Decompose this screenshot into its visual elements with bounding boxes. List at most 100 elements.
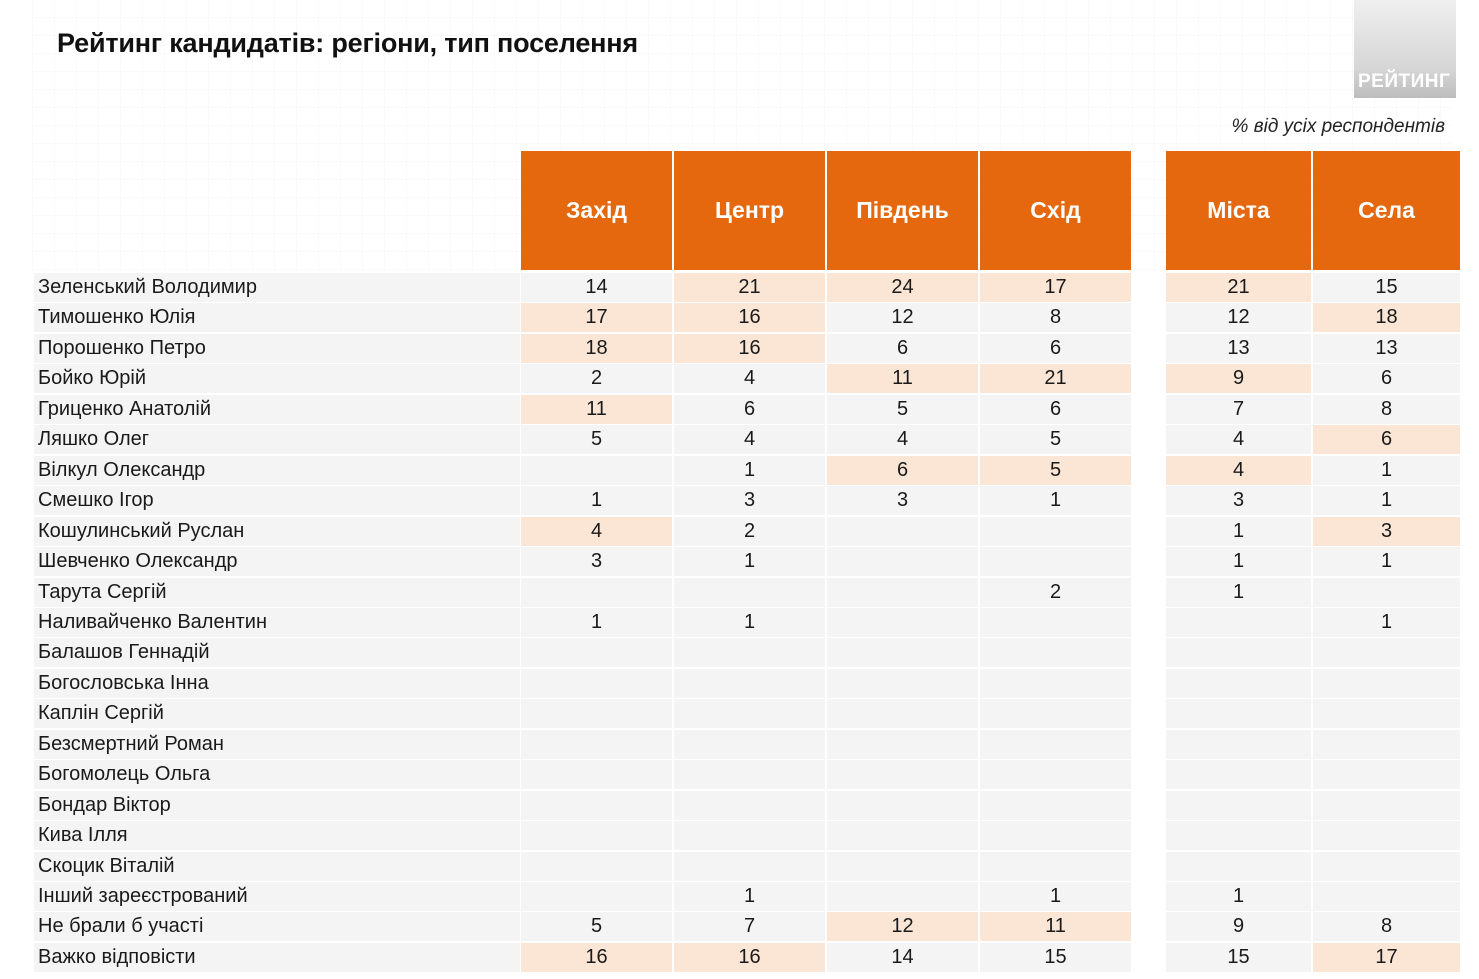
value-cell [827,851,978,881]
value-cell [980,608,1131,637]
value-cell [980,668,1131,698]
value-cell: 1 [1313,547,1460,576]
value-cell: 6 [980,333,1131,363]
value-cell: 5 [980,455,1131,485]
value-cell [1313,851,1460,881]
value-cell: 4 [827,425,978,455]
table-row: Гриценко Анатолій 11 6 5 6 7 8 [34,394,1460,424]
candidate-name: Порошенко Петро [34,333,520,363]
value-cell: 4 [521,516,672,546]
value-cell: 21 [980,364,1131,394]
table-row: Не брали б участі 5 7 12 11 9 8 [34,912,1460,942]
value-cell [1313,638,1460,668]
rating-logo: РЕЙТИНГ [1354,0,1456,98]
value-cell: 1 [521,486,672,516]
value-cell: 21 [1166,273,1311,302]
value-cell: 3 [827,486,978,516]
value-cell [1166,821,1311,851]
logo-text: РЕЙТИНГ [1358,71,1451,92]
page-title: Рейтинг кандидатів: регіони, тип поселен… [57,28,638,58]
value-cell: 14 [521,273,672,302]
table-row: Вілкул Олександр 1 6 5 4 1 [34,455,1460,485]
value-cell: 21 [674,273,825,302]
table-row: Важко відповісти 16 16 14 15 15 17 [34,942,1460,972]
table-row: Богословська Інна [34,668,1460,698]
value-cell [980,699,1131,729]
value-cell [980,851,1131,881]
value-cell [827,790,978,820]
value-cell [827,882,978,911]
value-cell [521,577,672,607]
value-cell: 1 [1313,486,1460,516]
column-header: Центр [674,151,825,270]
value-cell: 3 [521,547,672,576]
table-row: Смешко Ігор 1 3 3 1 3 1 [34,486,1460,516]
value-cell: 4 [1166,425,1311,455]
value-cell: 18 [521,333,672,363]
candidate-name: Бойко Юрій [34,364,520,394]
value-cell: 13 [1313,333,1460,363]
value-cell: 6 [674,394,825,424]
value-cell [1313,760,1460,790]
value-cell: 5 [521,912,672,942]
value-cell [674,821,825,851]
value-cell: 6 [827,455,978,485]
value-cell: 6 [1313,364,1460,394]
candidate-name: Інший зареєстрований [34,882,520,911]
value-cell: 8 [1313,912,1460,942]
value-cell [980,821,1131,851]
table-row: Тарута Сергій 2 1 [34,577,1460,607]
value-cell [827,516,978,546]
value-cell: 14 [827,942,978,972]
value-cell [521,729,672,759]
value-cell [827,668,978,698]
candidate-name: Смешко Ігор [34,486,520,516]
value-cell: 9 [1166,364,1311,394]
value-cell [674,638,825,668]
value-cell: 6 [827,333,978,363]
candidate-name: Не брали б участі [34,912,520,942]
value-cell: 1 [521,608,672,637]
value-cell [1166,638,1311,668]
value-cell [827,760,978,790]
value-cell [827,821,978,851]
value-cell: 1 [674,608,825,637]
value-cell: 1 [674,547,825,576]
value-cell: 5 [980,425,1131,455]
candidate-name: Каплін Сергій [34,699,520,729]
value-cell: 16 [521,942,672,972]
table-row: Тимошенко Юлія 17 16 12 8 12 18 [34,303,1460,333]
value-cell: 1 [1166,516,1311,546]
value-cell: 2 [980,577,1131,607]
candidate-name: Гриценко Анатолій [34,394,520,424]
candidate-name: Кошулинський Руслан [34,516,520,546]
value-cell [1166,699,1311,729]
value-cell [521,455,672,485]
value-cell [1166,608,1311,637]
value-cell [1313,821,1460,851]
table-row: Зеленський Володимир 14 21 24 17 21 15 [34,273,1460,302]
value-cell: 5 [521,425,672,455]
value-cell: 17 [980,273,1131,302]
value-cell [521,821,672,851]
value-cell [1313,882,1460,911]
value-cell [1166,790,1311,820]
candidate-name: Ляшко Олег [34,425,520,455]
value-cell [521,851,672,881]
value-cell: 16 [674,303,825,333]
units-note: % від усіх респондентів [1231,116,1445,137]
value-cell: 1 [1166,882,1311,911]
value-cell [521,760,672,790]
value-cell [674,577,825,607]
value-cell [1313,577,1460,607]
value-cell: 3 [674,486,825,516]
value-cell [674,760,825,790]
value-cell: 11 [827,364,978,394]
value-cell: 3 [1166,486,1311,516]
value-cell [674,851,825,881]
value-cell: 17 [1313,942,1460,972]
candidate-name: Зеленський Володимир [34,273,520,302]
value-cell [674,699,825,729]
candidate-name: Вілкул Олександр [34,455,520,485]
value-cell [1313,729,1460,759]
